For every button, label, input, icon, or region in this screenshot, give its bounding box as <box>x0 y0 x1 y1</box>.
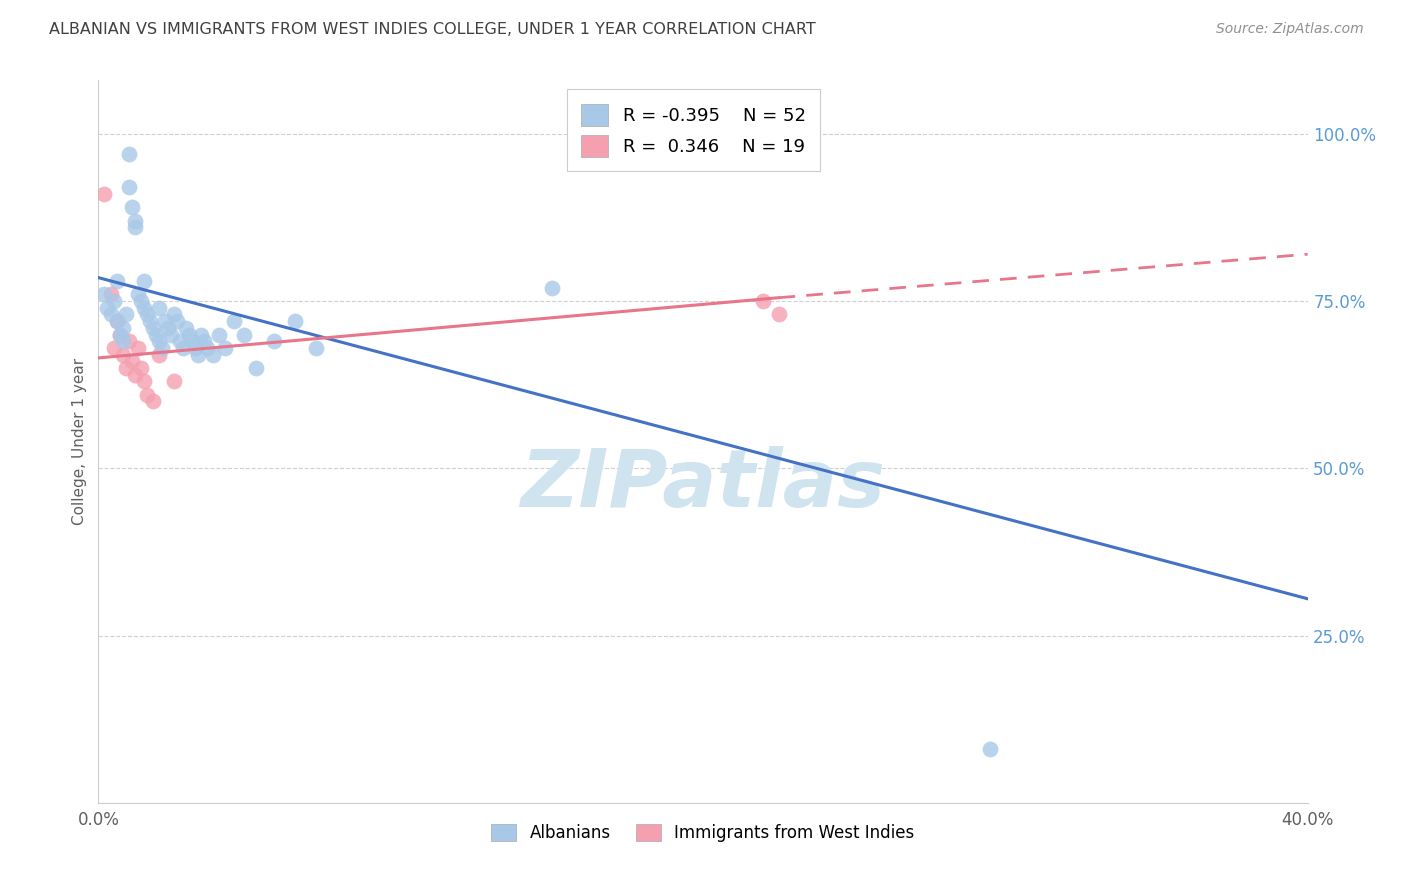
Point <box>172 341 194 355</box>
Point <box>224 314 246 328</box>
Point <box>124 214 146 228</box>
Point <box>232 327 254 342</box>
Point <box>284 314 307 328</box>
Point <box>142 394 165 409</box>
Point <box>540 281 562 295</box>
Point <box>105 274 128 288</box>
Point <box>111 334 134 349</box>
Point <box>245 361 267 376</box>
Point <box>100 307 122 322</box>
Point <box>124 220 146 235</box>
Point <box>150 341 173 355</box>
Point <box>103 294 125 309</box>
Point <box>263 334 285 349</box>
Point <box>129 361 152 376</box>
Point <box>132 274 155 288</box>
Point <box>156 321 179 335</box>
Point <box>108 327 131 342</box>
Point <box>132 375 155 389</box>
Point <box>768 307 790 322</box>
Point <box>163 307 186 322</box>
Point <box>111 348 134 362</box>
Point <box>193 334 215 349</box>
Point <box>148 301 170 315</box>
Point <box>166 314 188 328</box>
Point <box>111 321 134 335</box>
Point <box>184 341 207 355</box>
Point <box>979 742 1001 756</box>
Point <box>139 314 162 328</box>
Legend: Albanians, Immigrants from West Indies: Albanians, Immigrants from West Indies <box>485 817 921 848</box>
Point <box>121 201 143 215</box>
Point <box>114 361 136 376</box>
Point <box>103 341 125 355</box>
Point <box>118 334 141 349</box>
Point <box>752 294 775 309</box>
Point <box>121 354 143 368</box>
Y-axis label: College, Under 1 year: College, Under 1 year <box>72 358 87 525</box>
Point <box>129 294 152 309</box>
Point <box>202 348 225 362</box>
Point <box>187 348 209 362</box>
Point <box>179 327 201 342</box>
Point <box>174 321 197 335</box>
Point <box>127 287 149 301</box>
Point <box>114 307 136 322</box>
Text: Source: ZipAtlas.com: Source: ZipAtlas.com <box>1216 22 1364 37</box>
Point <box>135 387 157 401</box>
Point <box>208 327 231 342</box>
Point <box>132 301 155 315</box>
Point <box>163 375 186 389</box>
Point <box>190 327 212 342</box>
Point <box>160 327 183 342</box>
Point <box>305 341 328 355</box>
Point <box>148 334 170 349</box>
Point <box>127 341 149 355</box>
Point <box>169 334 191 349</box>
Point <box>105 314 128 328</box>
Point <box>118 180 141 194</box>
Point <box>105 314 128 328</box>
Point <box>93 187 115 202</box>
Point <box>153 314 176 328</box>
Point <box>214 341 236 355</box>
Point <box>118 147 141 161</box>
Point <box>145 327 167 342</box>
Point <box>93 287 115 301</box>
Point <box>195 341 218 355</box>
Point <box>142 321 165 335</box>
Point <box>100 287 122 301</box>
Text: ZIPatlas: ZIPatlas <box>520 446 886 524</box>
Point <box>181 334 204 349</box>
Text: ALBANIAN VS IMMIGRANTS FROM WEST INDIES COLLEGE, UNDER 1 YEAR CORRELATION CHART: ALBANIAN VS IMMIGRANTS FROM WEST INDIES … <box>49 22 815 37</box>
Point <box>148 348 170 362</box>
Point <box>108 327 131 342</box>
Point <box>96 301 118 315</box>
Point <box>124 368 146 382</box>
Point <box>135 307 157 322</box>
